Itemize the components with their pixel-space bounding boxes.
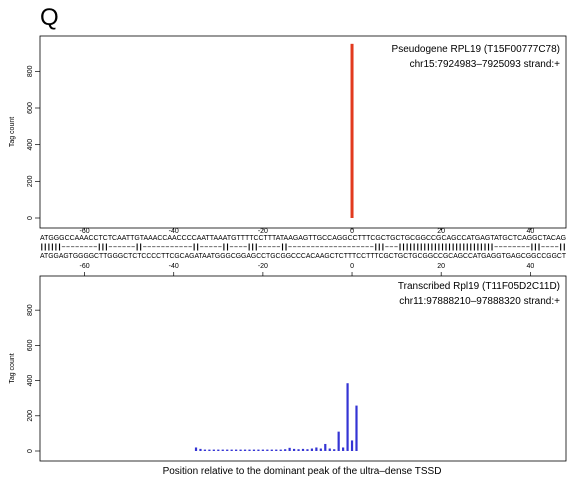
- bar: [217, 449, 220, 451]
- x-tick-label: -20: [258, 263, 268, 270]
- x-tick-label: -40: [169, 228, 179, 235]
- bar: [346, 383, 349, 451]
- y-tick-label: 400: [27, 375, 34, 387]
- y-tick-label: 600: [27, 102, 34, 114]
- x-tick-label: 0: [350, 228, 354, 235]
- panel-title: Transcribed Rpl19 (T11F05D2C11D): [398, 281, 560, 292]
- x-tick-label: -40: [169, 263, 179, 270]
- bar: [279, 449, 282, 451]
- bar: [252, 449, 256, 451]
- bar: [266, 449, 269, 451]
- bar: [235, 449, 238, 451]
- x-tick-label: 40: [526, 228, 534, 235]
- x-tick-label: -60: [80, 228, 90, 235]
- y-tick-label: 0: [27, 449, 34, 453]
- y-tick-label: 800: [27, 65, 34, 77]
- bar: [261, 449, 264, 451]
- bar: [212, 449, 215, 451]
- bar: [221, 449, 224, 451]
- y-tick-label: 400: [27, 139, 34, 151]
- top-panel: 0 200 400 600 800 Tag count -60 -40 -20 0 20 40 Pseu…: [9, 35, 567, 235]
- x-tick-label: 20: [437, 228, 445, 235]
- bar: [350, 440, 354, 451]
- bottom-sequence: ATGGAGTGGGGCTTGGGCTCTCCCCTTCGCAGATAATGGG…: [40, 251, 567, 260]
- bar: [342, 447, 345, 451]
- plot-frame: [39, 35, 567, 229]
- bar: [297, 449, 300, 451]
- bar: [288, 447, 291, 451]
- panel-title: Pseudogene RPL19 (T15F00777C78): [392, 44, 560, 55]
- bar: [243, 449, 247, 451]
- bar: [315, 447, 318, 451]
- bar: [324, 443, 327, 451]
- top-sequence: ATGGGCCAAACCTCTCAATTGTAAACCAACCCCAATTAAA…: [40, 233, 566, 242]
- bar: [337, 431, 340, 451]
- bar: [328, 448, 331, 451]
- panel-subtitle: chr15:7924983–7925093 strand:+: [410, 59, 561, 70]
- bar: [248, 449, 251, 451]
- bar: [319, 448, 322, 451]
- panel-letter: Q: [40, 4, 59, 31]
- x-tick-label: -20: [258, 228, 268, 235]
- bar: [199, 448, 202, 451]
- y-axis-label: Tag count: [9, 353, 16, 383]
- bottom-panel: 0 200 400 600 800 Tag count -60 -40 -20 0 20 40 Tran…: [9, 263, 567, 462]
- bar: [257, 449, 260, 451]
- bar: [355, 405, 358, 451]
- bar: [350, 43, 354, 219]
- bar: [208, 449, 211, 451]
- x-axis-label: Position relative to the dominant peak o…: [163, 466, 442, 477]
- bar: [230, 449, 233, 451]
- panel-subtitle: chr11:97888210–97888320 strand:+: [399, 296, 560, 307]
- bar: [239, 449, 242, 451]
- bar: [333, 449, 336, 451]
- x-tick-label: 40: [526, 263, 534, 270]
- y-tick-label: 800: [27, 304, 34, 316]
- bar: [203, 449, 207, 451]
- sequence-alignment: ATGGGCCAAACCTCTCAATTGTAAACCAACCCCAATTAAA…: [40, 233, 567, 260]
- bar: [194, 447, 198, 451]
- x-tick-label: 0: [350, 263, 354, 270]
- y-axis-label: Tag count: [9, 117, 16, 147]
- bar: [275, 449, 278, 451]
- x-tick-label: -60: [80, 263, 90, 270]
- bar: [270, 449, 273, 451]
- bar: [292, 448, 296, 451]
- y-tick-label: 200: [27, 410, 34, 422]
- bar: [301, 448, 305, 451]
- y-tick-label: 600: [27, 339, 34, 351]
- x-tick-label: 20: [437, 263, 445, 270]
- alignment-match-line: ||||||--------|||------||-----------||--…: [40, 242, 566, 251]
- bar: [226, 449, 229, 451]
- y-tick-label: 0: [27, 216, 34, 220]
- bar: [310, 448, 314, 451]
- bar: [306, 449, 309, 451]
- y-tick-label: 200: [27, 175, 34, 187]
- plot-frame: [39, 275, 567, 462]
- bar: [284, 449, 287, 451]
